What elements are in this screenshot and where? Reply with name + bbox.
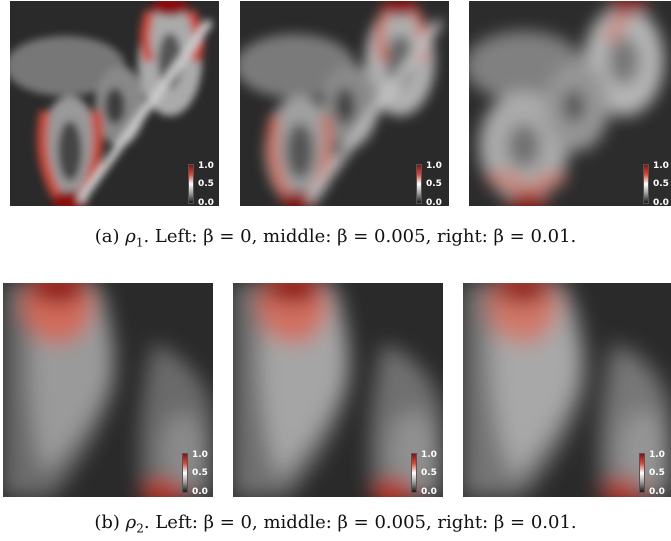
colorbar-mid-label: 0.5	[426, 179, 442, 189]
colorbar-max-label: 1.0	[198, 161, 214, 171]
rho1-heatmap-left	[10, 1, 219, 206]
caption-b-text: . Left: β = 0, middle: β = 0.005, right:…	[143, 512, 577, 533]
colorbar-gradient	[182, 453, 188, 493]
rho2-panel-right: 1.0 0.5 0.0	[463, 283, 671, 497]
colorbar-max-label: 1.0	[426, 161, 442, 171]
rho1-panel-left: 1.0 0.5 0.0	[10, 1, 219, 208]
colorbar-max-label: 1.0	[192, 450, 208, 460]
caption-a-label: (a)	[94, 226, 120, 247]
colorbar-min-label: 0.0	[649, 487, 665, 497]
colorbar-mid-label: 0.5	[649, 468, 665, 478]
caption-b-subscript: 2	[136, 521, 144, 536]
colorbar-gradient	[416, 164, 422, 204]
colorbar-mid-label: 0.5	[192, 468, 208, 478]
caption-a: (a) ρ1. Left: β = 0, middle: β = 0.005, …	[0, 226, 671, 250]
colorbar-gradient	[639, 453, 645, 493]
rho1-panel-middle: 1.0 0.5 0.0	[240, 1, 449, 208]
colorbar-mid-label: 0.5	[198, 179, 214, 189]
rho1-panel-right: 1.0 0.5 0.0	[469, 1, 671, 208]
colorbar-max-label: 1.0	[649, 450, 665, 460]
colorbar-min-label: 0.0	[426, 198, 442, 208]
caption-a-text: . Left: β = 0, middle: β = 0.005, right:…	[143, 226, 577, 247]
caption-a-subscript: 1	[135, 235, 144, 250]
colorbar-gradient	[643, 164, 649, 204]
rho2-panel-left: 1.0 0.5 0.0	[3, 283, 213, 497]
colorbar-gradient	[411, 453, 417, 493]
caption-b-label: (b)	[94, 512, 120, 533]
colorbar-min-label: 0.0	[192, 487, 208, 497]
caption-a-variable: ρ	[125, 226, 136, 247]
colorbar-max-label: 1.0	[653, 161, 669, 171]
colorbar-gradient	[188, 164, 194, 204]
colorbar-mid-label: 0.5	[653, 179, 669, 189]
caption-b-variable: ρ	[125, 512, 137, 533]
colorbar-max-label: 1.0	[421, 450, 437, 460]
colorbar-mid-label: 0.5	[421, 468, 437, 478]
colorbar-min-label: 0.0	[421, 487, 437, 497]
colorbar-min-label: 0.0	[198, 198, 214, 208]
rho1-heatmap-middle	[240, 1, 449, 206]
rho1-heatmap-right	[469, 1, 671, 206]
rho2-heatmap-right	[463, 283, 671, 497]
rho2-heatmap-middle	[233, 283, 443, 497]
rho2-panel-middle: 1.0 0.5 0.0	[233, 283, 443, 497]
rho2-heatmap-left	[3, 283, 213, 497]
caption-b: (b) ρ2. Left: β = 0, middle: β = 0.005, …	[0, 512, 671, 536]
colorbar-min-label: 0.0	[653, 198, 669, 208]
